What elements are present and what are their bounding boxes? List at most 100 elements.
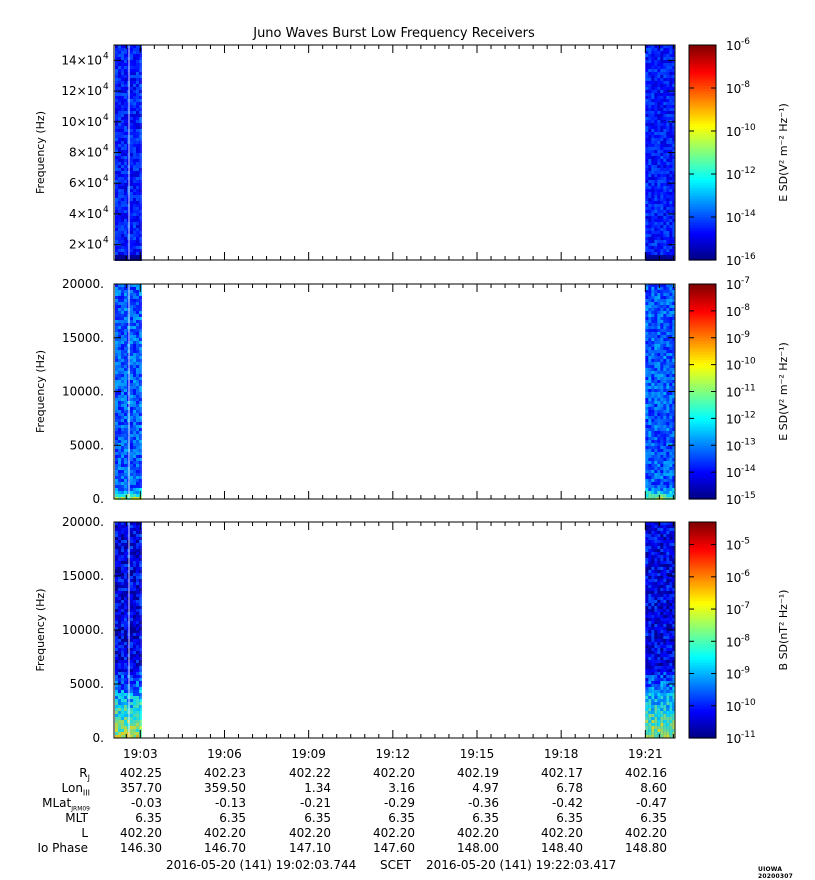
strip-pixel — [663, 528, 667, 531]
strip-pixel — [136, 249, 139, 252]
strip-pixel — [666, 648, 670, 651]
strip-pixel — [663, 654, 667, 657]
strip-pixel — [663, 317, 667, 320]
strip-pixel — [654, 479, 658, 482]
colorbar-tick-label: 10 — [726, 82, 741, 96]
strip-pixel — [118, 395, 121, 398]
strip-pixel — [660, 488, 664, 491]
strip-pixel — [672, 570, 676, 573]
strip-pixel — [136, 702, 139, 705]
strip-pixel — [124, 543, 127, 546]
strip-pixel — [672, 618, 676, 621]
strip-pixel — [645, 81, 649, 84]
strip-pixel — [130, 687, 133, 690]
strip-pixel — [648, 594, 652, 597]
strip-pixel — [654, 630, 658, 633]
strip-pixel — [136, 237, 139, 240]
strip-pixel — [666, 522, 670, 525]
strip-pixel — [663, 129, 667, 132]
strip-pixel — [133, 660, 136, 663]
strip-pixel — [124, 660, 127, 663]
colorbar-segment — [689, 335, 716, 339]
strip-pixel — [663, 320, 667, 323]
strip-pixel — [118, 723, 121, 726]
colorbar-segment — [689, 469, 716, 473]
strip-pixel — [115, 464, 118, 467]
strip-pixel — [648, 422, 652, 425]
strip-pixel — [136, 141, 139, 144]
strip-pixel — [651, 470, 655, 473]
strip-pixel — [666, 398, 670, 401]
strip-pixel — [645, 639, 649, 642]
strip-pixel — [130, 350, 133, 353]
strip-pixel — [645, 558, 649, 561]
strip-pixel — [121, 479, 124, 482]
strip-pixel — [133, 639, 136, 642]
strip-pixel — [648, 338, 652, 341]
strip-pixel — [657, 663, 661, 666]
strip-pixel — [133, 624, 136, 627]
strip-pixel — [121, 588, 124, 591]
strip-pixel — [651, 228, 655, 231]
strip-pixel — [118, 540, 121, 543]
strip-pixel — [657, 630, 661, 633]
strip-pixel — [672, 219, 676, 222]
strip-pixel — [130, 287, 133, 290]
strip-pixel — [657, 419, 661, 422]
strip-pixel — [663, 243, 667, 246]
strip-pixel — [669, 383, 673, 386]
strip-pixel — [124, 645, 127, 648]
strip-pixel — [645, 552, 649, 555]
strip-pixel — [139, 546, 142, 549]
strip-pixel — [660, 657, 664, 660]
strip-pixel — [118, 237, 121, 240]
strip-pixel — [130, 732, 133, 735]
strip-pixel — [124, 693, 127, 696]
strip-pixel — [136, 639, 139, 642]
strip-pixel — [672, 428, 676, 431]
strip-pixel — [657, 449, 661, 452]
strip-pixel — [130, 636, 133, 639]
strip-pixel — [651, 117, 655, 120]
strip-pixel — [124, 198, 127, 201]
colorbar-segment — [689, 174, 716, 178]
strip-pixel — [130, 461, 133, 464]
strip-pixel — [139, 606, 142, 609]
strip-pixel — [121, 108, 124, 111]
colorbar-segment — [689, 190, 716, 194]
strip-pixel — [648, 491, 652, 494]
strip-pixel — [651, 582, 655, 585]
strip-pixel — [133, 657, 136, 660]
strip-pixel — [651, 651, 655, 654]
strip-pixel — [648, 314, 652, 317]
strip-pixel — [666, 314, 670, 317]
strip-pixel — [121, 344, 124, 347]
strip-pixel — [660, 618, 664, 621]
strip-pixel — [663, 684, 667, 687]
colorbar-segment — [689, 241, 716, 245]
strip-pixel — [136, 564, 139, 567]
strip-pixel — [666, 123, 670, 126]
strip-pixel — [645, 579, 649, 582]
strip-pixel — [115, 407, 118, 410]
strip-pixel — [660, 546, 664, 549]
strip-pixel — [648, 63, 652, 66]
strip-pixel — [654, 287, 658, 290]
strip-pixel — [672, 543, 676, 546]
strip-pixel — [657, 63, 661, 66]
strip-pixel — [115, 138, 118, 141]
strip-pixel — [115, 153, 118, 156]
strip-pixel — [121, 729, 124, 732]
strip-pixel — [663, 84, 667, 87]
strip-pixel — [663, 51, 667, 54]
strip-pixel — [666, 537, 670, 540]
strip-pixel — [115, 561, 118, 564]
strip-pixel — [645, 482, 649, 485]
strip-pixel — [124, 380, 127, 383]
strip-pixel — [657, 129, 661, 132]
strip-pixel — [660, 564, 664, 567]
strip-pixel — [133, 383, 136, 386]
strip-pixel — [651, 672, 655, 675]
strip-pixel — [118, 153, 121, 156]
strip-pixel — [663, 374, 667, 377]
